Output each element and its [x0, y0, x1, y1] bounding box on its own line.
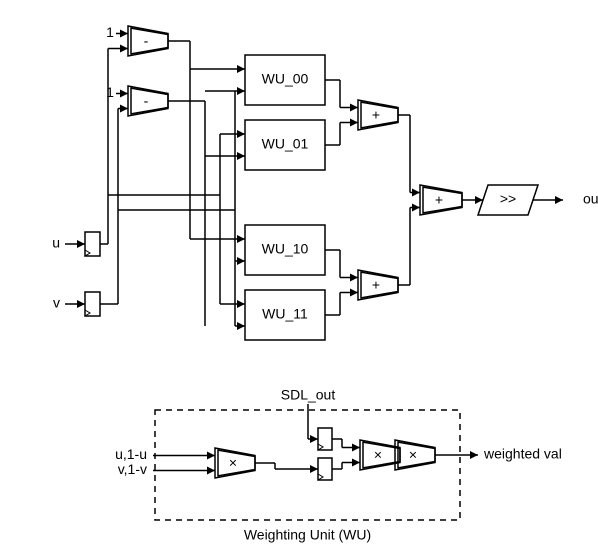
svg-text:+: +	[372, 107, 380, 123]
svg-text:v: v	[53, 295, 60, 311]
svg-text:+: +	[372, 277, 380, 293]
svg-text:SDL_out: SDL_out	[281, 387, 336, 403]
svg-text:u,1-u: u,1-u	[115, 446, 147, 462]
svg-text:-: -	[144, 33, 149, 49]
main-diagram: uv--11WU_00WU_01WU_10WU_11+++>>out	[52, 24, 598, 340]
svg-text:×: ×	[374, 447, 382, 463]
svg-text:×: ×	[229, 455, 237, 471]
svg-text:WU_00: WU_00	[262, 71, 309, 87]
svg-text:u: u	[52, 235, 60, 251]
svg-text:+: +	[435, 192, 443, 208]
svg-text:v,1-v: v,1-v	[118, 461, 147, 477]
svg-text:×: ×	[409, 447, 417, 463]
svg-text:-: -	[144, 93, 149, 109]
svg-text:out: out	[583, 191, 598, 207]
svg-text:>>: >>	[500, 191, 516, 207]
svg-text:WU_11: WU_11	[262, 306, 308, 322]
svg-text:1: 1	[106, 24, 114, 40]
svg-text:Weighting Unit (WU): Weighting Unit (WU)	[244, 527, 371, 543]
svg-text:WU_10: WU_10	[262, 241, 309, 257]
svg-text:weighted val: weighted val	[483, 446, 562, 462]
svg-text:WU_01: WU_01	[262, 136, 309, 152]
weighting-unit-diagram: Weighting Unit (WU) × u,1-uv,1-v SDL_out × × w…	[115, 387, 562, 543]
